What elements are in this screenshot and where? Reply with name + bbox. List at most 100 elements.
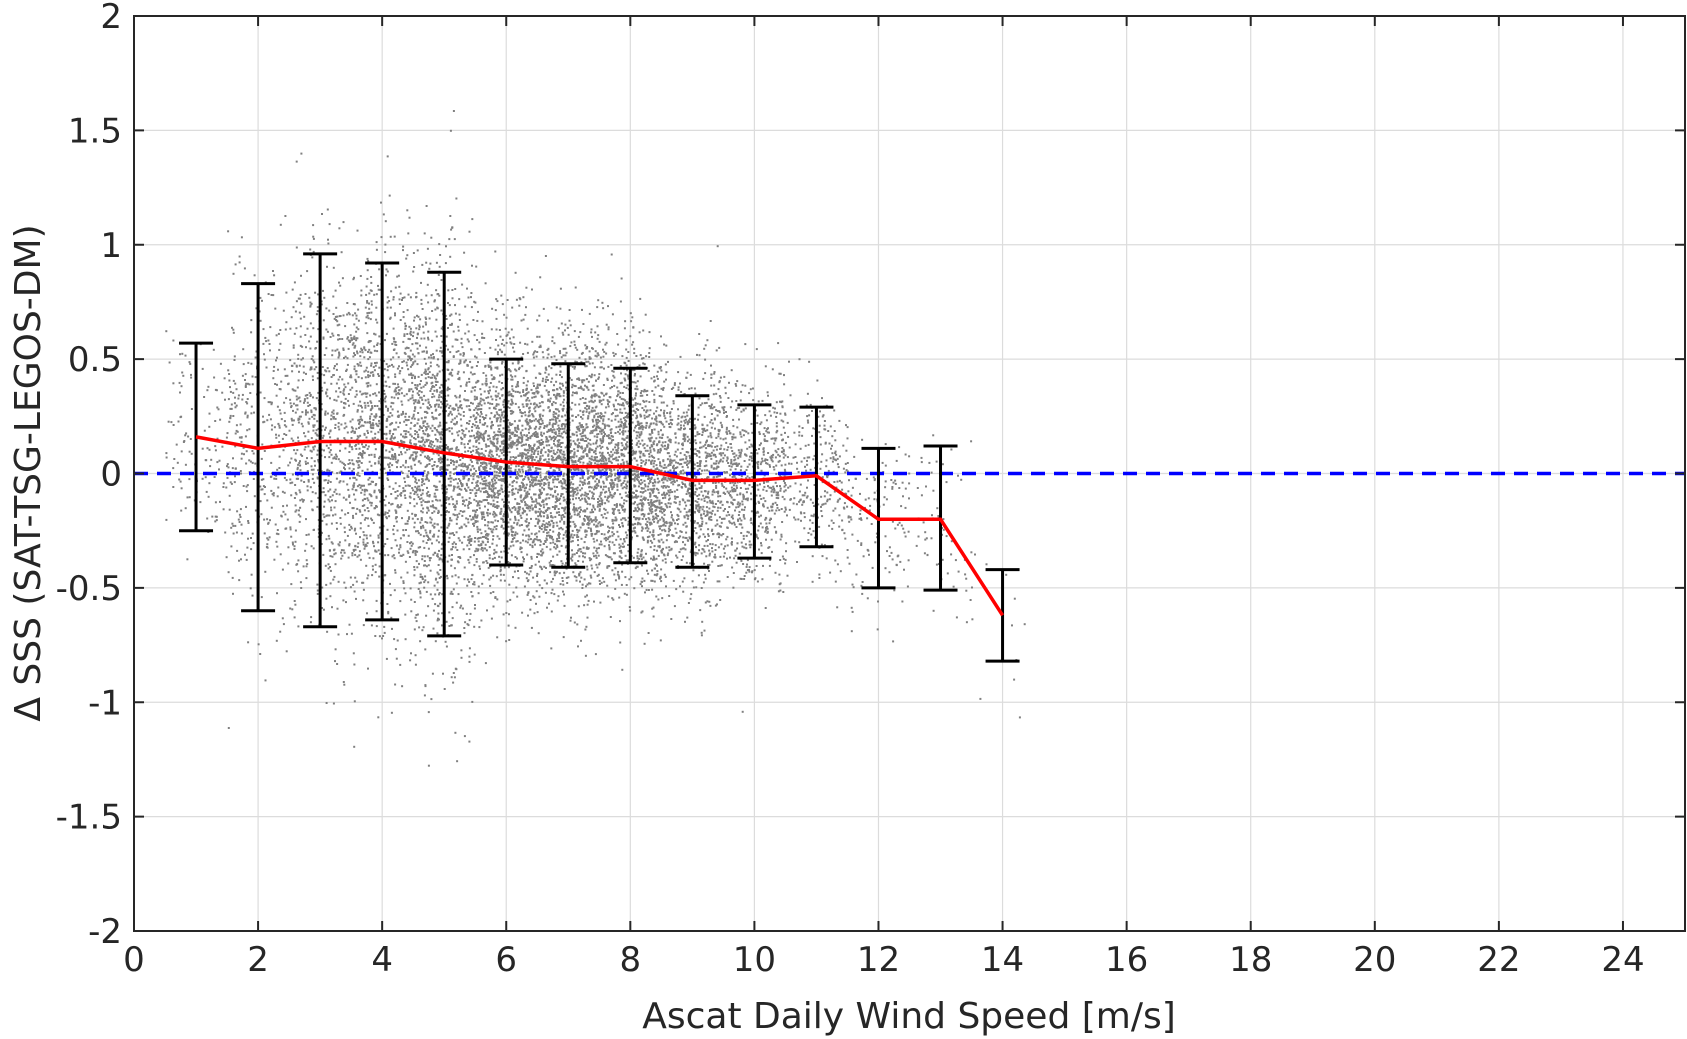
scatter-point [227,398,230,401]
scatter-point [294,389,297,392]
scatter-point [525,403,528,406]
scatter-point [468,440,471,442]
scatter-point [289,461,291,464]
scatter-point [484,422,487,425]
scatter-point [465,498,468,501]
scatter-point [533,385,535,387]
scatter-point [508,431,511,434]
scatter-point [299,415,302,418]
scatter-point [390,396,393,399]
scatter-point [331,349,334,352]
scatter-point [395,421,398,424]
scatter-point [527,538,530,541]
scatter-point [519,432,522,435]
scatter-point [414,433,417,436]
scatter-point [261,299,263,302]
scatter-point [273,365,276,368]
scatter-point [286,504,288,507]
scatter-point [499,579,502,582]
scatter-point [411,343,414,346]
scatter-point [435,349,438,352]
scatter-point [444,262,447,265]
scatter-point [406,364,409,367]
scatter-point [331,471,334,474]
scatter-point [502,427,505,430]
scatter-point [520,415,523,418]
scatter-point [398,485,401,488]
scatter-point [385,456,388,459]
scatter-point [298,364,301,367]
scatter-point [403,420,406,423]
scatter-point [396,275,399,278]
scatter-point [338,227,341,230]
scatter-point [495,528,498,531]
scatter-point [392,327,395,330]
scatter-point [311,375,314,378]
scatter-point [502,446,505,449]
scatter-point [412,331,415,334]
scatter-point [384,511,387,514]
scatter-point [480,475,483,478]
scatter-point [434,578,437,581]
scatter-point [483,337,486,339]
scatter-point [423,394,426,397]
scatter-point [271,493,274,496]
scatter-point [313,424,316,427]
scatter-point [425,410,428,413]
scatter-point [499,445,502,448]
scatter-point [455,500,458,503]
scatter-point [328,469,331,472]
scatter-point [518,391,521,394]
scatter-point [262,342,265,345]
scatter-point [498,431,501,434]
scatter-point [503,344,506,347]
scatter-point [447,540,450,543]
scatter-point [492,424,494,427]
scatter-point [208,448,211,451]
scatter-point [275,334,278,337]
scatter-point [478,348,481,350]
scatter-point [516,557,518,560]
scatter-point [370,430,373,433]
scatter-point [438,541,440,544]
scatter-point [347,382,350,385]
scatter-point [234,263,237,266]
scatter-point [421,350,424,353]
scatter-point [242,446,245,449]
scatter-point [312,429,315,432]
scatter-point [360,377,363,380]
scatter-point [188,450,191,453]
scatter-point [386,538,389,540]
scatter-point [478,402,481,405]
scatter-point [277,434,280,437]
scatter-point [499,420,502,423]
scatter-point [312,547,315,550]
scatter-point [473,498,476,501]
scatter-point [496,491,499,494]
scatter-point [385,471,388,474]
scatter-point [431,385,434,387]
scatter-point [478,341,481,344]
scatter-point [355,427,358,430]
scatter-point [338,375,341,378]
scatter-point [370,364,373,367]
scatter-point [363,446,366,449]
scatter-point [323,374,326,377]
scatter-point [308,340,311,343]
scatter-point [490,412,493,415]
scatter-point [467,399,470,402]
scatter-point [384,504,387,507]
scatter-point [367,374,370,377]
scatter-point [427,301,430,304]
scatter-point [369,417,371,420]
scatter-point [393,589,396,592]
scatter-point [502,527,505,530]
scatter-point [513,442,516,444]
scatter-point [425,205,428,207]
scatter-point [309,305,312,308]
scatter-point [335,522,338,524]
scatter-point [433,533,436,536]
scatter-point [456,372,459,375]
scatter-point [346,431,349,434]
scatter-point [518,366,521,369]
